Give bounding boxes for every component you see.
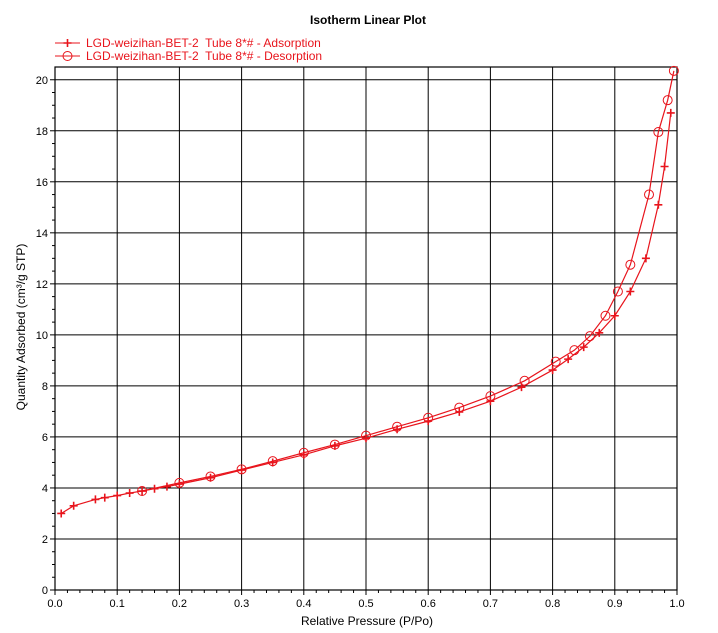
data-point [626,287,635,296]
data-point [666,108,675,117]
x-tick-label: 0.8 [545,598,560,610]
x-tick-label: 0.9 [607,598,622,610]
data-point [579,343,588,352]
data-point [392,421,403,432]
data-point [125,489,134,498]
x-tick-label: 0.3 [234,598,249,610]
data-point [100,493,109,502]
x-tick-label: 0.6 [421,598,436,610]
x-axis-label: Relative Pressure (P/Po) [301,614,433,628]
x-tick-label: 0.5 [358,598,373,610]
data-point [668,65,679,76]
series-desorption [137,65,679,497]
x-tick-label: 0.0 [47,598,62,610]
data-point [519,375,530,386]
data-point [206,473,215,482]
data-point [660,162,669,171]
legend-desorption-label: LGD-weizihan-BET-2 Tube 8*# - Desorption [86,49,322,63]
y-tick-label: 0 [42,585,48,597]
data-point [175,480,184,489]
legend-desorption-marker [62,51,73,61]
data-point [569,345,580,356]
x-tick-label: 0.4 [296,598,311,610]
y-axis-label: Quantity Adsorbed (cm³/g STP) [14,244,28,411]
data-point [584,331,595,342]
plot-frame [54,66,678,591]
data-point [137,486,148,497]
data-point [298,447,309,458]
data-point [205,471,216,482]
data-point [361,430,371,441]
series-line [141,70,675,492]
y-tick-label: 2 [42,534,48,546]
data-point [486,397,495,406]
legend: LGD-weizihan-BET-2 Tube 8*# - Adsorption… [55,36,322,63]
data-point [641,254,650,263]
x-tick-label: 0.2 [172,598,187,610]
y-tick-label: 8 [42,381,48,393]
data-point [625,259,636,270]
x-tick-label: 0.1 [110,598,125,610]
data-point [454,402,465,413]
series-layer [57,65,679,518]
data-point [600,310,611,321]
y-tick-label: 14 [36,228,48,240]
data-point [548,366,557,375]
x-tick-label: 1.0 [669,598,684,610]
legend-adsorption-label: LGD-weizihan-BET-2 Tube 8*# - Adsorption [86,36,321,50]
y-tick-label: 6 [42,432,48,444]
data-point [485,391,496,402]
y-tick-label: 4 [42,483,48,495]
y-tick-label: 12 [36,279,48,291]
data-point [236,464,247,475]
data-point [91,495,100,504]
data-point [57,509,66,518]
data-point [69,501,78,510]
y-tick-label: 16 [36,177,48,189]
data-point [267,456,278,467]
data-point [654,200,663,209]
data-point [644,189,655,200]
y-tick-label: 10 [36,330,48,342]
chart-title: Isotherm Linear Plot [310,13,426,27]
data-point [564,355,573,364]
y-tick-label: 18 [36,126,48,138]
data-point [610,311,619,320]
data-point [113,491,122,500]
data-point [423,412,434,423]
data-point [174,477,185,488]
legend-adsorption-marker [63,39,72,47]
data-point [329,439,340,450]
grid [55,67,677,590]
data-point [662,95,673,106]
data-point [612,286,623,297]
data-point [595,328,604,337]
data-point [653,127,664,138]
x-tick-label: 0.7 [483,598,498,610]
y-tick-label: 20 [36,75,48,87]
axes: 0.0 0.1 0.2 0.3 0.4 0.5 0.6 0.7 0.8 0.9 1.0 0 2 4 6 8 10… [36,66,685,610]
data-point [550,356,561,367]
